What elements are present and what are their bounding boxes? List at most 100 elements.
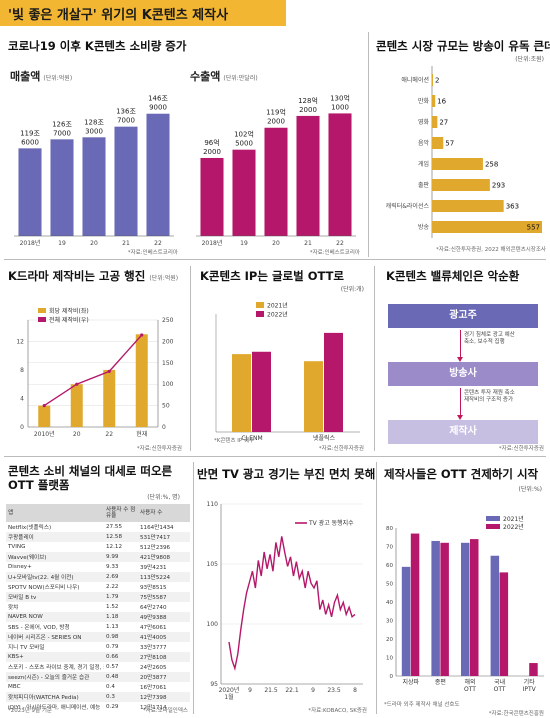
tv-ad-line <box>228 536 356 672</box>
market-category-label: 영화 <box>418 118 430 126</box>
users-cell: 421만9808 <box>138 552 190 562</box>
app-name-cell: NAVER NOW <box>6 612 104 622</box>
app-name-cell: Wavve(웨이브) <box>6 552 104 562</box>
kdrama-legend-label: 회당 제작비(좌) <box>49 307 89 315</box>
ott-ip-x-tick-label: CJ ENM <box>241 435 262 442</box>
tv-ad-x-tick-label: 9 <box>248 687 252 694</box>
ott-share-bar <box>431 540 440 676</box>
users-cell: 27만8108 <box>138 652 190 662</box>
share-cell: 27.55 <box>106 524 123 530</box>
ott-ip-bar <box>324 332 343 432</box>
users-cell: 41만4005 <box>138 632 190 642</box>
sales-value-label: 7000 <box>53 129 71 137</box>
kdrama-right-tick-label: 50 <box>162 403 170 410</box>
kdrama-right-tick-label: 0 <box>162 424 166 431</box>
share-cell: 0.57 <box>106 664 119 670</box>
chain-note-2: 콘텐츠 투자 재원 축소 제작비의 구조적 증가 <box>464 390 515 403</box>
ott-share-y-tick-label: 0 <box>390 674 394 680</box>
kdrama-bar <box>103 369 116 427</box>
market-bar <box>432 137 444 149</box>
sales-bar <box>50 139 74 236</box>
chain-node-broadcaster: 방송사 <box>388 362 538 386</box>
ott-share-title: 제작사들은 OTT 견제하기 시작 <box>384 467 539 481</box>
users-cell: 64만2740 <box>140 605 167 611</box>
exports-x-tick-label: 19 <box>240 240 248 247</box>
exports-bar <box>200 157 224 236</box>
kdrama-right-tick-label: 200 <box>162 338 174 345</box>
sales-value-label: 146조 <box>148 95 168 103</box>
ott-share-bar <box>470 539 479 676</box>
sales-subtitle: 매출액 (단위:억원) <box>10 70 73 83</box>
market-value-label: 16 <box>437 98 446 106</box>
share-cell: 0.98 <box>104 632 138 642</box>
kdrama-x-tick-label: 22 <box>105 431 113 438</box>
sales-x-tick-label: 20 <box>90 240 98 247</box>
app-name-cell: 쿠팡플레이 <box>6 532 104 542</box>
kdrama-line-point <box>107 369 111 373</box>
kdrama-right-tick-label: 150 <box>162 360 174 367</box>
ott-share-bar <box>410 533 420 676</box>
users-cell: 113만5224 <box>138 572 190 582</box>
chain-node-producer: 제작사 <box>388 420 538 444</box>
sales-source: *자료:인베스트코리아 <box>127 250 178 256</box>
table-row: SPOTV NOW(스포티비 나우) 2.22 93만8515 <box>6 582 190 592</box>
channel-table-panel: 콘텐츠 소비 채널의 대세로 떠오른 OTT 플랫폼 (단위:%, 명) 앱 사용… <box>4 460 194 718</box>
ott-share-y-tick-label: 40 <box>386 600 393 606</box>
tv-ad-y-tick-label: 95 <box>210 681 218 688</box>
app-name-cell: U+모바일tv(22. 4월 이전) <box>6 572 104 582</box>
value-chain-source: *자료:신한투자증권 <box>498 446 544 452</box>
divider <box>193 462 194 714</box>
exports-x-tick-label: 22 <box>336 240 344 247</box>
sales-x-tick-label: 2018년 <box>20 239 41 247</box>
page-title: '빛 좋은 개살구' 위기의 K콘텐츠 제작사 <box>8 8 229 23</box>
kdrama-line-point <box>75 382 79 386</box>
ott-share-legend-swatch <box>486 524 500 529</box>
market-bar <box>432 179 490 191</box>
sales-bar <box>82 137 106 236</box>
ott-share-bar <box>440 542 449 676</box>
tv-ad-x-tick-label: 23.5 <box>327 687 341 694</box>
users-cell: 20만3877 <box>138 672 190 682</box>
share-cell: 12.58 <box>104 532 138 542</box>
users-cell: 39만4231 <box>140 565 167 571</box>
users-cell: 49만9388 <box>138 612 190 622</box>
app-name-cell: KBS+ <box>6 652 104 662</box>
users-cell: 75만5587 <box>138 592 190 602</box>
table-row: 지니 TV 모바일 0.79 33만3777 <box>6 642 190 652</box>
users-cell: 33만3777 <box>140 645 167 651</box>
ott-share-x-tick-label: 종편 <box>435 678 446 686</box>
share-cell: 1.18 <box>104 612 138 622</box>
kdrama-right-tick-label: 250 <box>162 317 174 324</box>
tv-ad-y-tick-label: 105 <box>207 561 219 568</box>
value-chain-title: K콘텐츠 밸류체인은 악순환 <box>386 269 520 283</box>
ott-ip-legend-label: 2022년 <box>267 311 288 319</box>
market-category-label: 만화 <box>418 97 430 105</box>
share-cell: 9.99 <box>104 552 138 562</box>
table-row: 왓챠 1.52 64만2740 <box>6 602 190 612</box>
kdrama-line-point <box>140 333 144 337</box>
ott-share-y-tick-label: 20 <box>386 637 393 643</box>
table-row: TVING 12.12 512만2396 <box>6 542 190 552</box>
table-row: 쿠팡플레이 12.58 531만7417 <box>6 532 190 542</box>
ott-share-x-tick-label: OTT <box>464 686 476 693</box>
ott-share-bar <box>499 572 509 676</box>
divider <box>368 32 369 257</box>
ott-share-x-tick-label: 국내 <box>494 678 505 686</box>
tv-ad-x-tick-label: 9 <box>311 687 315 694</box>
ott-ip-bar <box>252 351 271 432</box>
kdrama-x-tick-label: 2010년 <box>34 430 55 438</box>
market-value-label: 27 <box>439 119 448 127</box>
market-bar <box>432 116 438 128</box>
app-name-cell: seezn(시즌) - 오늘의 즐거운 습관 <box>6 672 104 682</box>
exports-bar <box>328 113 352 236</box>
ott-ip-bar <box>304 361 323 432</box>
market-chart-panel: 콘텐츠 시장 규모는 방송이 유독 큰데 (단위:조원) 애니메이션 2 만화 16 영… <box>370 32 550 260</box>
app-name-cell: SBS - 온에어, VOD, 방청 <box>8 625 70 631</box>
exports-value-label: 102억 <box>234 131 254 139</box>
app-name-cell: TVING <box>8 544 26 550</box>
market-bar <box>432 158 483 170</box>
market-chart: 애니메이션 2 만화 16 영화 27 음악 57 게임 258 출판 293 캐릭터&라이선스 363 방… <box>386 66 542 238</box>
table-row: 왓챠피디아(WATCHA Pedia) 0.3 12만7398 <box>6 692 190 702</box>
app-name-cell: 모바일 B tv <box>6 592 104 602</box>
sales-value-label: 128조 <box>84 118 104 126</box>
